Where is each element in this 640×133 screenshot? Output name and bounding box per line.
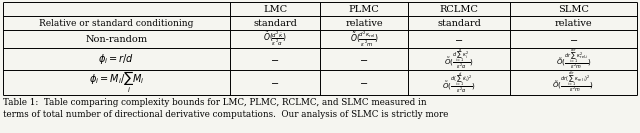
Text: $\tilde{O}(\frac{d^2\kappa_{\mathrm{rel}}}{\epsilon^2 m})$: $\tilde{O}(\frac{d^2\kappa_{\mathrm{rel}…: [349, 29, 378, 49]
Text: $\tilde{O}(\frac{dr(\sum_{i=1}^{d/r}\kappa_{\mathrm{rel},i})^2}{\epsilon^2 m})$: $\tilde{O}(\frac{dr(\sum_{i=1}^{d/r}\kap…: [552, 70, 595, 95]
Text: PLMC: PLMC: [349, 5, 380, 14]
Text: $\tilde{O}(\frac{d(\sum_{i=1}^{d}\tilde{\kappa}_i)^2}{\epsilon^2\alpha})$: $\tilde{O}(\frac{d(\sum_{i=1}^{d}\tilde{…: [442, 70, 476, 95]
Text: standard: standard: [253, 18, 297, 28]
Text: $-$: $-$: [360, 54, 369, 64]
Text: relative: relative: [555, 18, 592, 28]
Text: relative: relative: [345, 18, 383, 28]
Text: LMC: LMC: [263, 5, 287, 14]
Text: $\tilde{O}(\frac{dr\sum_{i=1}^{d/r}\kappa_{\mathrm{rel},i}^2}{\epsilon^2 m})$: $\tilde{O}(\frac{dr\sum_{i=1}^{d/r}\kapp…: [556, 46, 591, 72]
Text: $-$: $-$: [271, 54, 280, 64]
Text: $-$: $-$: [271, 78, 280, 88]
Text: $-$: $-$: [454, 34, 463, 44]
Text: Table 1:  Table comparing complexity bounds for LMC, PLMC, RCLMC, and SLMC measu: Table 1: Table comparing complexity boun…: [3, 98, 449, 119]
Text: Relative or standard conditioning: Relative or standard conditioning: [39, 18, 194, 28]
Text: $-$: $-$: [360, 78, 369, 88]
Text: Non-random: Non-random: [85, 34, 148, 43]
Text: RCLMC: RCLMC: [440, 5, 479, 14]
Text: $\tilde{O}(\frac{d^2\tilde{\kappa}}{\epsilon^2\alpha})$: $\tilde{O}(\frac{d^2\tilde{\kappa}}{\eps…: [263, 30, 287, 48]
Text: $\tilde{O}(\frac{d\sum_{i=1}^{d}\kappa_i^2}{\epsilon^2\alpha})$: $\tilde{O}(\frac{d\sum_{i=1}^{d}\kappa_i…: [444, 47, 474, 71]
Text: standard: standard: [437, 18, 481, 28]
Text: $\phi_i = M_i/\sum_i M_i$: $\phi_i = M_i/\sum_i M_i$: [89, 70, 144, 95]
Text: $-$: $-$: [569, 34, 578, 44]
Text: SLMC: SLMC: [558, 5, 589, 14]
Text: $\phi_i = r/d$: $\phi_i = r/d$: [99, 52, 134, 66]
